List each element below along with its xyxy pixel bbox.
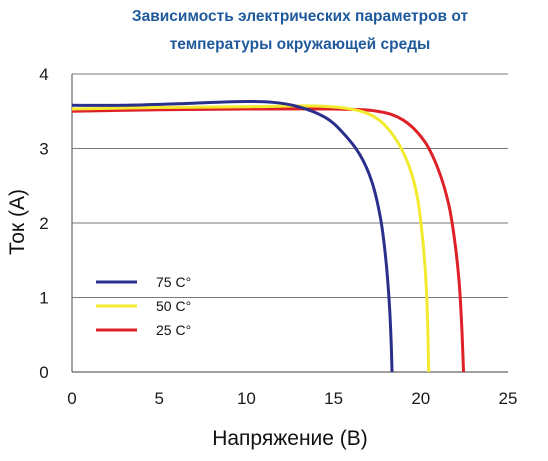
x-tick-label: 20	[411, 389, 430, 408]
x-axis-label: Напряжение (В)	[212, 427, 368, 450]
y-tick-label: 1	[39, 289, 48, 308]
x-tick-label: 15	[324, 389, 343, 408]
y-tick-label: 4	[39, 65, 48, 84]
x-tick-label: 0	[67, 389, 76, 408]
x-tick-label: 25	[499, 389, 518, 408]
series-lines	[71, 99, 466, 373]
axes	[71, 74, 508, 373]
series-line	[71, 104, 431, 373]
y-tick-label: 0	[39, 363, 48, 382]
chart-title-line-1: Зависимость электрических параметров от	[131, 8, 469, 25]
tick-labels: 0 1 2 3 4 0 5 10 15 20 25	[39, 65, 517, 408]
legend: 75 C° 50 C° 25 C°	[96, 274, 191, 338]
legend-label: 75 C°	[156, 274, 191, 290]
x-tick-label: 10	[237, 389, 256, 408]
series-line	[71, 107, 466, 373]
y-tick-label: 3	[39, 140, 48, 159]
y-axis-label: Ток (А)	[6, 189, 29, 255]
series-line	[71, 99, 394, 373]
grid-lines	[72, 73, 508, 298]
x-tick-label: 5	[154, 389, 163, 408]
legend-label: 50 C°	[156, 298, 191, 314]
y-tick-label: 2	[39, 214, 48, 233]
chart-title-line-2: температуры окружающей среды	[169, 36, 431, 53]
legend-label: 25 C°	[156, 322, 191, 338]
